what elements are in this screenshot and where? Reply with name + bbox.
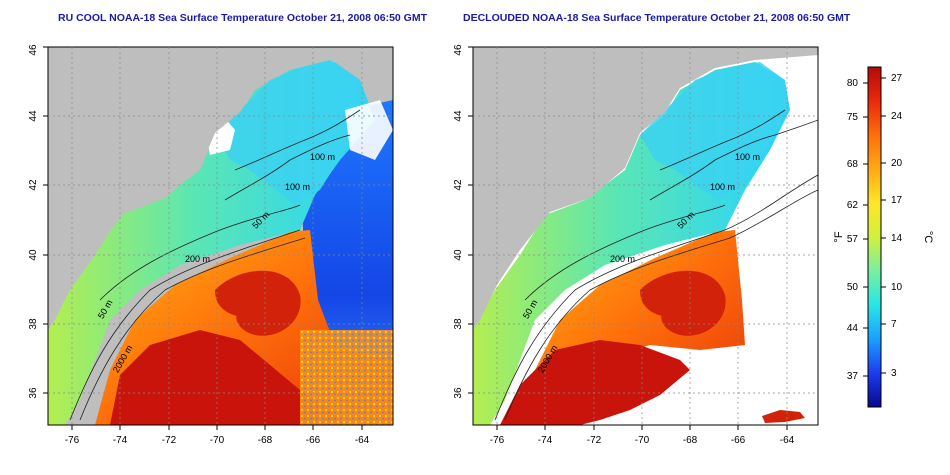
right-gulf-stream-core [500,340,690,425]
right-northern-shelf [640,62,788,200]
left-map-title: RU COOL NOAA-18 Sea Surface Temperature … [58,12,427,24]
right-coast-land [473,47,818,330]
left-x-tick-label: -72 [162,435,177,446]
left-bathymetry-contours [69,109,361,421]
left-warm-eddy [215,270,301,336]
right-y-tick-label: 44 [453,110,464,122]
right-y-tick-label: 36 [453,387,464,399]
right-contour-label: 200 m [610,254,635,264]
colorbar-f-tick: 75 [847,112,859,123]
right-x-tick-label: -72 [587,435,602,446]
left-speckled-region [300,330,393,425]
colorbar-f-tick: 57 [847,234,859,245]
left-cloud-patch-2 [345,100,393,160]
left-y-tick-label: 38 [28,318,39,330]
left-northern-shelf [215,62,372,205]
colorbar-gradient [867,66,882,408]
right-gridlines [473,47,818,425]
colorbar-f-tick: 62 [847,200,859,211]
right-bathymetry-contours [494,109,818,421]
right-x-tick-label: -64 [780,435,795,446]
colorbar-c-tick: 17 [891,195,903,206]
left-x-tick-label: -74 [113,435,128,446]
right-map-frame [472,46,819,426]
left-map: 100 m 100 m 50 m 200 m 50 m 2000 m -76 -… [28,44,394,446]
right-x-tick-label: -66 [731,435,746,446]
right-contour-label: 100 m [710,182,735,192]
right-contour-label: 100 m [735,152,760,162]
colorbar-c-tick: 20 [891,158,903,169]
colorbar-f-tick: 37 [847,371,859,382]
right-x-tick-label: -76 [490,435,505,446]
right-x-tick-label: -70 [635,435,650,446]
colorbar-c-tick: 14 [891,233,903,244]
left-map-frame [47,46,394,426]
left-x-tick-label: -66 [306,435,321,446]
colorbar: 80 75 68 62 57 50 44 37 27 24 20 17 14 1… [833,66,934,408]
colorbar-f-tick: 68 [847,159,859,170]
right-small-warm-patch [762,410,805,423]
left-y-tick-label: 40 [28,249,39,261]
left-gridlines [48,47,393,425]
left-y-tick-label: 46 [28,44,39,56]
colorbar-f-tick: 80 [847,78,859,89]
right-x-tick-label: -68 [683,435,698,446]
left-contour-label: 200 m [185,254,210,264]
left-coast-land [48,47,393,330]
right-ticks [468,46,788,430]
left-ticks [43,46,363,430]
left-x-tick-label: -68 [258,435,273,446]
left-x-tick-label: -76 [65,435,80,446]
right-map-title: DECLOUDED NOAA-18 Sea Surface Temperatur… [463,12,851,24]
right-x-tick-label: -74 [538,435,553,446]
colorbar-c-tick: 3 [891,368,897,379]
right-y-tick-label: 40 [453,249,464,261]
right-map: 100 m 100 m 50 m 200 m 50 m 2000 m -76 -… [453,44,819,446]
colorbar-f-tick: 50 [847,282,859,293]
colorbar-c-tick: 27 [891,73,903,84]
colorbar-c-tick: 7 [891,319,897,330]
left-y-tick-label: 44 [28,110,39,122]
right-y-tick-label: 42 [453,179,464,191]
colorbar-f-tick: 44 [847,323,859,334]
left-contour-label: 100 m [310,152,335,162]
left-x-tick-label: -64 [355,435,370,446]
right-y-tick-label: 38 [453,318,464,330]
colorbar-fahrenheit-label: °F [833,231,845,242]
left-y-tick-label: 42 [28,179,39,191]
left-contour-label: 100 m [285,182,310,192]
left-y-tick-label: 36 [28,387,39,399]
colorbar-c-tick: 10 [891,282,903,293]
left-x-tick-label: -70 [210,435,225,446]
colorbar-celsius-label: °C [922,231,934,243]
right-warm-eddy [640,270,726,336]
colorbar-c-tick: 24 [891,111,903,122]
right-y-tick-label: 46 [453,44,464,56]
